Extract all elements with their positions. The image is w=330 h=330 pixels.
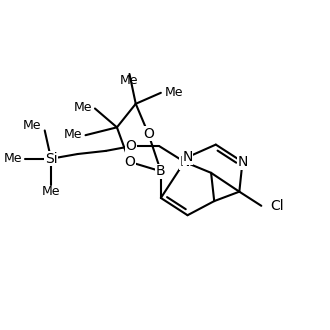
Text: O: O — [143, 127, 154, 141]
Text: Me: Me — [4, 152, 22, 165]
Text: Me: Me — [64, 128, 82, 141]
Text: Si: Si — [45, 152, 57, 166]
Text: Me: Me — [42, 185, 60, 198]
Text: O: O — [126, 139, 137, 153]
Text: Me: Me — [23, 119, 42, 132]
Text: Me: Me — [120, 74, 139, 87]
Text: B: B — [156, 164, 166, 178]
Text: O: O — [124, 155, 135, 169]
Text: Cl: Cl — [270, 199, 284, 213]
Text: N: N — [179, 155, 190, 169]
Text: Me: Me — [165, 86, 183, 99]
Text: Me: Me — [73, 101, 92, 115]
Text: N: N — [237, 155, 248, 169]
Text: N: N — [182, 150, 193, 164]
